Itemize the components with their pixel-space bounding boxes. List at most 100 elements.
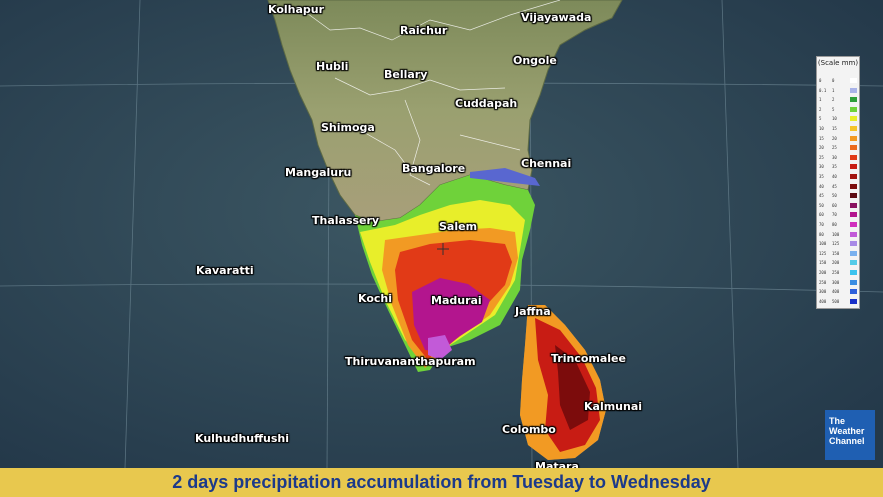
legend-swatch (850, 116, 857, 122)
city-label-cuddapah: Cuddapah (455, 97, 518, 110)
legend-row-max: 80 (832, 222, 837, 227)
legend-swatch (850, 241, 857, 247)
legend-row-max: 45 (832, 183, 837, 189)
legend-row: 100 125 (819, 240, 859, 247)
legend-swatch (850, 202, 857, 208)
legend-row-max: 15 (832, 126, 837, 131)
city-label-salem: Salem (439, 220, 478, 233)
rain-zone-purple (428, 335, 452, 360)
legend-row-max: 10 (832, 116, 837, 122)
legend-row-min: 35 (819, 174, 824, 179)
legend-row: 30 35 (819, 163, 859, 170)
legend-row: 60 70 (819, 211, 859, 218)
legend-title: (Scale mm) (817, 59, 859, 67)
rain-zone-magenta (412, 278, 490, 352)
legend-swatch (850, 212, 857, 218)
legend-row: 150 200 (819, 259, 859, 266)
legend-swatch (850, 106, 857, 112)
city-label-trincomalee: Trincomalee (551, 352, 626, 365)
logo-line-2: Weather (829, 426, 865, 436)
legend-row: 70 80 (819, 221, 859, 228)
legend-row-min: 10 (819, 126, 824, 131)
legend-row-max: 1 (832, 87, 835, 93)
precipitation-map (0, 0, 883, 468)
legend-row-min: 30 (819, 164, 824, 170)
legend-swatch (850, 289, 857, 295)
legend-row-min: 15 (819, 135, 824, 141)
logo-line-1: The (829, 416, 846, 426)
legend-row-min: 400 (819, 298, 827, 304)
city-label-jaffna: Jaffna (515, 305, 551, 318)
legend-row-max: 60 (832, 202, 837, 208)
legend-row-min: 0.1 (819, 87, 827, 93)
legend-swatch (850, 78, 857, 83)
legend-row: 80 100 (819, 231, 859, 238)
legend-row-min: 40 (819, 183, 824, 189)
legend-swatch (850, 87, 857, 93)
legend-swatch (850, 298, 857, 304)
legend-swatch (850, 164, 857, 170)
crosshair-marker (437, 243, 449, 255)
legend-row-min: 50 (819, 202, 824, 208)
legend-row-min: 5 (819, 116, 822, 122)
city-label-shimoga: Shimoga (321, 121, 375, 134)
rain-zone-blue-fringe (470, 168, 540, 186)
legend-row-max: 400 (832, 289, 840, 295)
map-caption: 2 days precipitation accumulation from T… (172, 472, 711, 492)
legend-row-min: 0 (819, 78, 822, 83)
legend-row: 15 20 (819, 135, 859, 142)
legend-row: 0.1 1 (819, 87, 859, 94)
city-label-mangaluru: Mangaluru (285, 166, 352, 179)
city-label-kavaratti: Kavaratti (196, 264, 254, 277)
legend-row-max: 5 (832, 106, 835, 112)
legend-row: 45 50 (819, 192, 859, 199)
legend-row: 20 25 (819, 144, 859, 151)
legend-row: 5 10 (819, 115, 859, 122)
legend-swatch (850, 135, 857, 141)
legend-swatch (850, 193, 857, 199)
weather-channel-logo: The Weather Channel (825, 410, 875, 460)
city-label-ongole: Ongole (513, 54, 557, 67)
legend-row-min: 45 (819, 193, 824, 199)
city-label-bangalore: Bangalore (402, 162, 466, 175)
legend-row-max: 250 (832, 270, 840, 275)
legend-swatch (850, 154, 857, 160)
legend-row-max: 70 (832, 212, 837, 218)
city-label-kulhudhuffushi: Kulhudhuffushi (195, 432, 290, 445)
legend-row-max: 25 (832, 145, 837, 151)
legend-row-max: 150 (832, 250, 840, 256)
legend-row: 250 300 (819, 279, 859, 286)
legend-swatch (850, 174, 857, 179)
legend-swatch (850, 126, 857, 131)
city-label-madurai: Madurai (431, 294, 482, 307)
legend-row-min: 300 (819, 289, 827, 295)
legend-row-min: 2 (819, 106, 822, 112)
legend-row-min: 125 (819, 250, 827, 256)
city-label-chennai: Chennai (521, 157, 572, 170)
legend-row-max: 125 (832, 241, 840, 247)
legend-swatch (850, 250, 857, 256)
legend-row-max: 35 (832, 164, 837, 170)
legend-row-max: 300 (832, 279, 840, 285)
legend-row-max: 50 (832, 193, 837, 199)
legend-swatch (850, 260, 857, 266)
legend-row-max: 100 (832, 231, 840, 237)
city-label-bellary: Bellary (384, 68, 428, 81)
legend-row: 35 40 (819, 173, 859, 180)
legend-swatch (850, 231, 857, 237)
city-label-kochi: Kochi (358, 292, 393, 305)
legend-row-max: 2 (832, 97, 835, 103)
legend-row-max: 20 (832, 135, 837, 141)
legend-row-min: 60 (819, 212, 824, 218)
legend-swatch (850, 222, 857, 227)
city-label-thalassery: Thalassery (312, 214, 380, 227)
legend-swatch (850, 279, 857, 285)
legend-swatch (850, 145, 857, 151)
legend-row: 400 500 (819, 298, 859, 305)
legend-row-min: 25 (819, 154, 824, 160)
city-label-colombo: Colombo (502, 423, 556, 436)
legend-row-min: 150 (819, 260, 827, 266)
city-label-hubli: Hubli (316, 60, 349, 73)
